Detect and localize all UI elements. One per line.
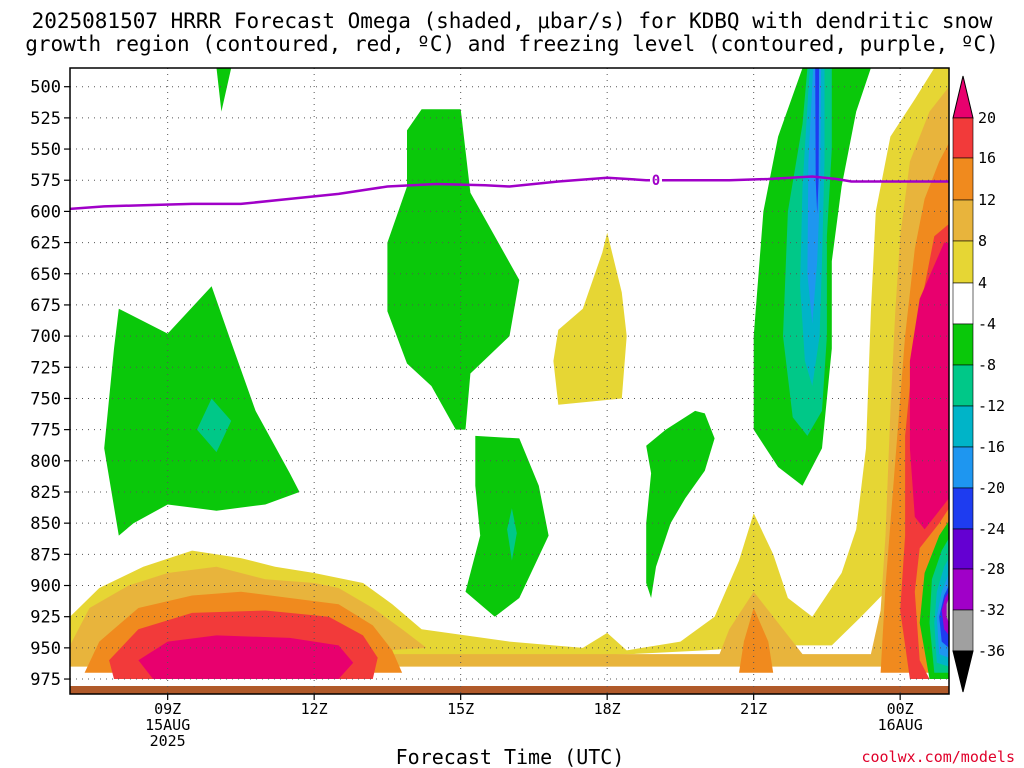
- omega-region-neg8: [197, 398, 232, 453]
- colorbar-label: -12: [978, 397, 1005, 415]
- x-tick-label: 2025: [150, 732, 186, 750]
- colorbar-label: 20: [978, 109, 996, 127]
- colorbar-label: -16: [978, 438, 1005, 456]
- y-tick-label: 525: [30, 109, 61, 129]
- x-tick-label: 16AUG: [878, 716, 923, 734]
- y-tick-label: 575: [30, 171, 61, 191]
- colorbar-bottom-arrow: [952, 650, 974, 693]
- y-tick-label: 850: [30, 514, 61, 534]
- omega-region-neg4: [646, 410, 715, 598]
- omega-region-neg28: [941, 591, 949, 636]
- x-tick-label: 15AUG: [145, 716, 190, 734]
- colorbar-segment-neg4: [952, 323, 974, 366]
- omega-shading: [70, 68, 949, 679]
- y-tick-label: 750: [30, 389, 61, 409]
- colorbar: 20 16 12 8 4 -4 -8 -12 -16 -20 -24 -28 -32 -36: [952, 75, 1005, 693]
- credit-text: coolwx.com/models: [861, 748, 1015, 766]
- colorbar-segment-neg12: [952, 405, 974, 448]
- y-tick-label: 725: [30, 358, 61, 378]
- y-tick-label: 700: [30, 327, 61, 347]
- colorbar-segment-neg32: [952, 609, 974, 652]
- colorbar-label: 8: [978, 232, 987, 250]
- y-tick-label: 675: [30, 296, 61, 316]
- freezing-level-line: [70, 175, 949, 211]
- freezing-level-label: 0: [652, 173, 660, 189]
- plot-frame: [69, 67, 950, 695]
- y-tick-label: 975: [30, 670, 61, 690]
- y-tick-label: 825: [30, 483, 61, 503]
- colorbar-segment-pos4: [952, 240, 974, 284]
- omega-region-neg4: [216, 68, 232, 112]
- x-tick-label: 12Z: [301, 700, 328, 718]
- colorbar-label: -36: [978, 642, 1005, 660]
- x-tick-label: 21Z: [740, 700, 767, 718]
- omega-region-pos20: [909, 242, 949, 530]
- colorbar-label: -4: [978, 315, 996, 333]
- colorbar-segment-neg8: [952, 364, 974, 407]
- colorbar-segment-neutral: [952, 282, 974, 325]
- omega-region-neg4: [387, 109, 520, 430]
- colorbar-label: 4: [978, 274, 987, 292]
- colorbar-segment-neg28: [952, 568, 974, 611]
- freezing-level-contour: 0: [70, 172, 949, 211]
- colorbar-segment-pos12: [952, 157, 974, 201]
- omega-region-pos12: [743, 616, 764, 663]
- y-tick-label: 925: [30, 608, 61, 628]
- y-tick-label: 500: [30, 78, 61, 98]
- y-tick-label: 600: [30, 202, 61, 222]
- chart-title-line-2: growth region (contoured, red, ºC) and f…: [25, 32, 999, 56]
- x-tick-label: 00Z: [887, 700, 914, 718]
- colorbar-segment-pos16: [952, 117, 974, 159]
- y-tick-label: 550: [30, 140, 61, 160]
- y-tick-label: 875: [30, 545, 61, 565]
- freezing-label-bg: [650, 172, 662, 188]
- x-tick-label: 09Z: [154, 700, 181, 718]
- y-tick-label: 800: [30, 452, 61, 472]
- y-tick-label: 650: [30, 265, 61, 285]
- x-axis-label: Forecast Time (UTC): [396, 745, 625, 768]
- chart-title-line-1: 2025081507 HRRR Forecast Omega (shaded, …: [32, 9, 993, 33]
- omega-region-pos20: [138, 635, 354, 679]
- colorbar-label: -32: [978, 601, 1005, 619]
- colorbar-segment-pos8: [952, 199, 974, 242]
- y-tick-label: 625: [30, 234, 61, 254]
- colorbar-label: 12: [978, 191, 996, 209]
- x-tick-label: 15Z: [447, 700, 474, 718]
- ground-surface: [70, 686, 949, 694]
- y-tick-label: 950: [30, 639, 61, 659]
- colorbar-label: -20: [978, 479, 1005, 497]
- omega-region-pos4: [553, 232, 627, 405]
- colorbar-segment-neg20: [952, 487, 974, 530]
- y-tick-label: 900: [30, 577, 61, 597]
- colorbar-label: -8: [978, 356, 996, 374]
- colorbar-segment-neg24: [952, 528, 974, 570]
- x-tick-label: 18Z: [594, 700, 621, 718]
- y-axis-ticks: 500 525 550 575 600 625 650 675 700 725 750 775 800 8…: [30, 78, 70, 690]
- omega-region-neg4: [104, 286, 300, 536]
- colorbar-label: -24: [978, 520, 1005, 538]
- omega-region-neg4: [465, 435, 549, 617]
- colorbar-label: -28: [978, 560, 1005, 578]
- grid-lines: [70, 68, 949, 694]
- y-tick-label: 775: [30, 421, 61, 441]
- colorbar-label: 16: [978, 149, 996, 167]
- omega-region-neg8: [507, 508, 517, 561]
- colorbar-top-arrow: [952, 75, 974, 119]
- colorbar-segment-neg16: [952, 446, 974, 489]
